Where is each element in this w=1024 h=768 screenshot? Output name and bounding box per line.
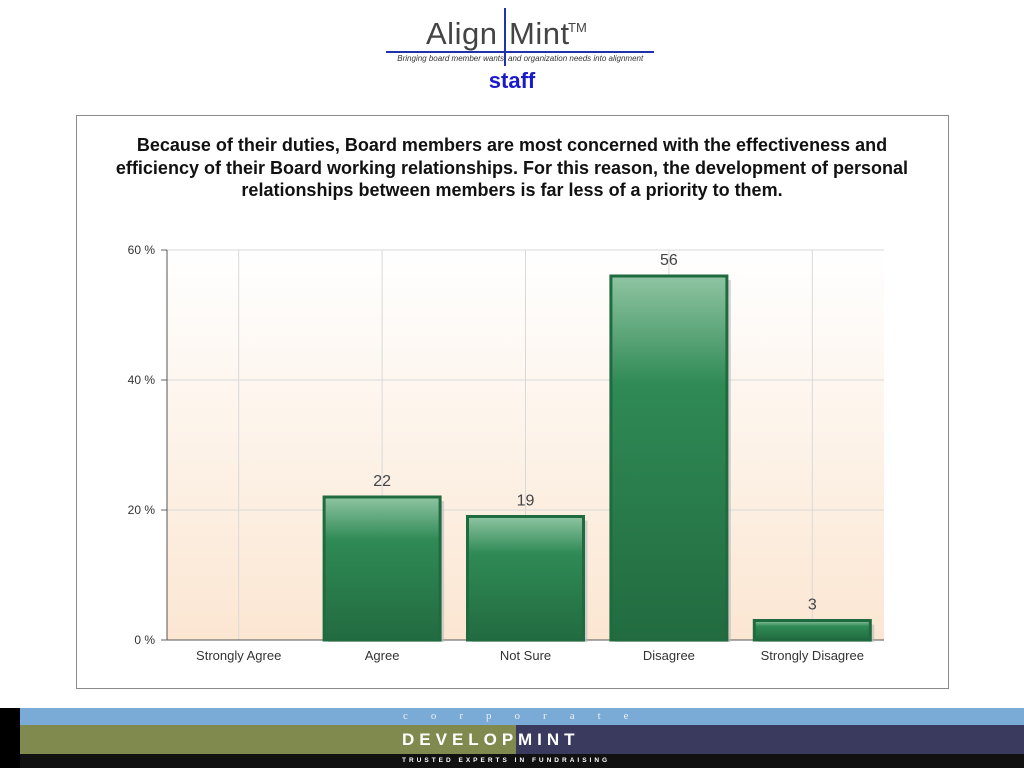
bar [609, 274, 729, 642]
bar-value-label: 3 [808, 597, 817, 614]
y-tick-label: 0 % [134, 633, 155, 647]
chart-panel: Because of their duties, Board members a… [76, 115, 949, 689]
logo-tagline-left: Bringing board member wants [397, 54, 504, 63]
corporate-developmint-footer: corporate DEVELOP MINT TRUSTED EXPERTS I… [0, 708, 1024, 768]
logo-word-right: Mint [509, 16, 570, 51]
footer-tagline: TRUSTED EXPERTS IN FUNDRAISING [402, 757, 611, 764]
footer-navy-band [516, 725, 1024, 754]
alignmint-logo: Align Mint TM Bringing board member want… [380, 6, 665, 70]
footer-bottom-band [20, 754, 1024, 768]
x-tick-label: Strongly Disagree [761, 648, 864, 663]
bar-chart: 0 % 20 % 40 % 60 % Strongly Agree 22 Agree 19 No… [128, 243, 884, 663]
footer-develop-text: DEVELOP [402, 730, 519, 749]
logo-horizontal-line [386, 51, 654, 53]
bar-value-label: 22 [373, 473, 391, 490]
page-subtitle: staff [488, 68, 536, 93]
footer-green-band [20, 725, 516, 754]
footer-mint-text: MINT [518, 730, 580, 749]
logo-tagline-right: and organization needs into alignment [508, 54, 644, 63]
x-tick-label: Not Sure [500, 648, 551, 663]
y-tick-label: 20 % [128, 503, 156, 517]
bar-value-label: 56 [660, 252, 678, 269]
y-tick-label: 60 % [128, 243, 156, 257]
logo-trademark: TM [568, 20, 587, 35]
x-tick-label: Strongly Agree [196, 648, 281, 663]
logo-vertical-line [504, 8, 506, 66]
bar-value-label: 19 [517, 493, 535, 510]
y-tick-label: 40 % [128, 373, 156, 387]
bar [322, 495, 442, 642]
footer-black-block [0, 708, 20, 768]
footer-blue-band [20, 708, 1024, 725]
logo-word-left: Align [426, 16, 498, 51]
footer-corporate-text: corporate [403, 710, 652, 722]
x-tick-label: Disagree [643, 648, 695, 663]
chart-title: Because of their duties, Board members a… [115, 135, 909, 200]
x-tick-label: Agree [365, 648, 400, 663]
bar [466, 515, 585, 642]
bar [752, 619, 872, 642]
